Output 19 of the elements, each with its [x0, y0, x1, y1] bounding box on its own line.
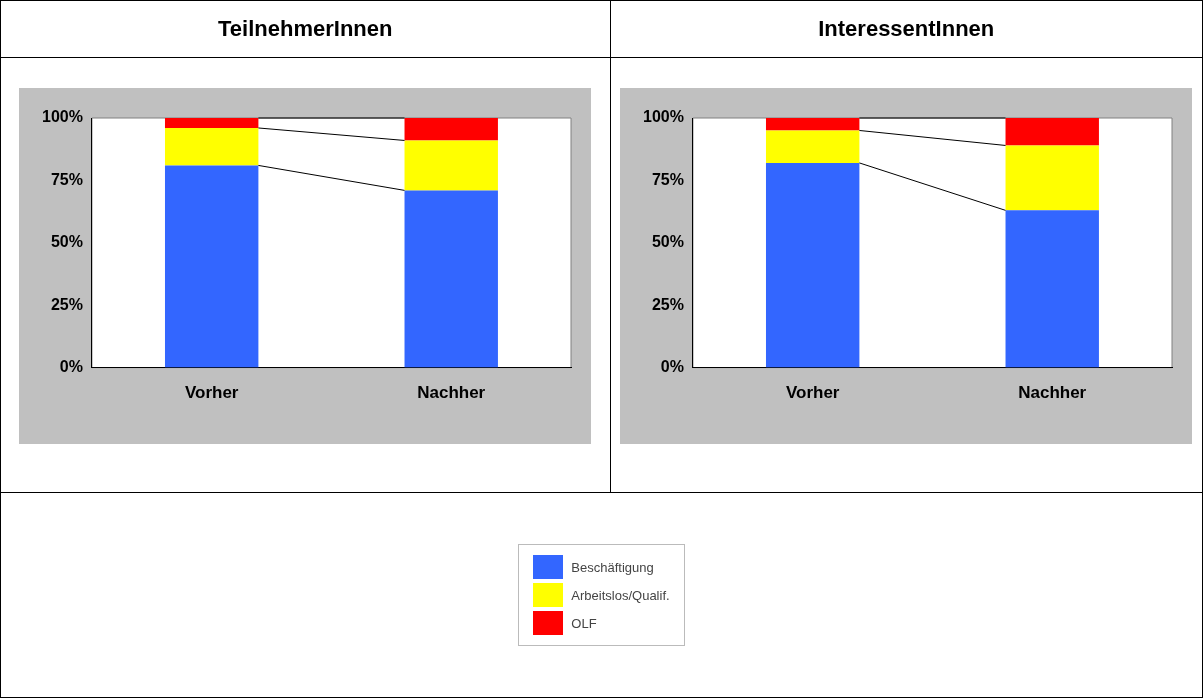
y-tick-label: 50% — [51, 233, 84, 251]
y-tick-label: 100% — [643, 108, 685, 126]
y-tick-label: 25% — [652, 295, 685, 313]
y-tick-label: 50% — [652, 233, 685, 251]
x-tick-label: Nachher — [1018, 383, 1087, 403]
legend-label: Beschäftigung — [571, 559, 654, 575]
x-tick-label: Vorher — [786, 383, 841, 403]
legend-label: Arbeitslos/Qualif. — [571, 587, 670, 603]
y-tick-label: 75% — [51, 170, 84, 188]
legend-label: OLF — [571, 615, 597, 631]
y-tick-label: 75% — [652, 170, 685, 188]
y-tick-label: 0% — [661, 358, 685, 376]
y-tick-label: 0% — [60, 358, 84, 376]
y-tick-label: 25% — [51, 295, 84, 313]
x-tick-label: Nachher — [417, 383, 486, 403]
y-tick-label: 100% — [42, 108, 84, 126]
x-tick-label: Vorher — [185, 383, 240, 403]
chart-title: InteressentInnen — [610, 1, 1202, 58]
chart-title: TeilnehmerInnen — [1, 1, 610, 58]
